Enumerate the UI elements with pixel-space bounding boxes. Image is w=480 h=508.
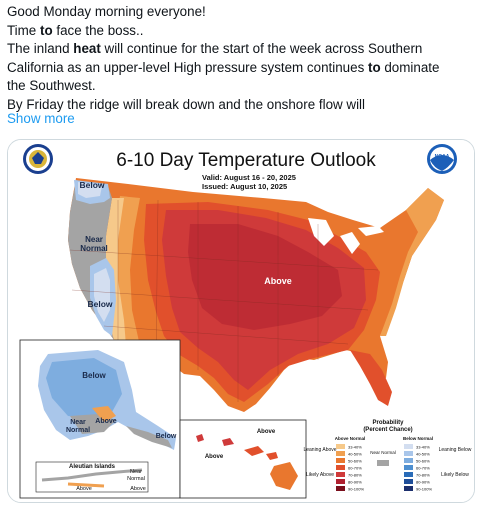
label-al-near-1: Near: [130, 469, 142, 475]
label-ak-below: Below: [82, 371, 106, 380]
text-line: Time to face the boss..: [7, 22, 473, 41]
legend-below-range: 90-100%: [416, 487, 432, 492]
legend-above-swatch: [336, 451, 345, 456]
legend-title-2: (Percent Chance): [363, 427, 412, 433]
text-bold: heat: [73, 41, 101, 56]
text-span: The inland: [7, 41, 74, 56]
legend-below-range: 50-60%: [416, 459, 430, 464]
text-bold: to: [367, 59, 381, 75]
legend-below-range: 40-50%: [416, 452, 430, 457]
text-span: California as an upper-level High pressu…: [7, 59, 368, 75]
label-above-south: Above: [288, 370, 316, 380]
text-line: California as an upper-level High pressu…: [7, 59, 473, 78]
label-al-above-2: Above: [130, 486, 146, 492]
text-line: Good Monday morning everyone!: [7, 4, 206, 19]
legend-above-header: Above Normal: [335, 436, 366, 441]
legend-below-swatch: [404, 479, 413, 484]
legend-leaning-above: Leaning Above: [303, 447, 336, 453]
legend-above-range: 70-80%: [348, 473, 362, 478]
label-above-center: Above: [264, 276, 292, 286]
legend-above-range: 90-100%: [348, 487, 364, 492]
alaska-inset: [19, 339, 181, 499]
legend-near-swatch: [377, 460, 389, 466]
label-near-normal-2: Normal: [80, 244, 108, 253]
label-below-nw: Below: [79, 180, 104, 190]
hawaii-inset: [179, 419, 307, 499]
legend-above-range: 50-60%: [348, 459, 362, 464]
text-line: the Southwest.: [7, 78, 96, 93]
legend-below-swatch: [404, 458, 413, 463]
noaa-commerce-seal-icon: [23, 144, 53, 174]
legend-below-header: Below Normal: [403, 436, 433, 441]
show-more-link[interactable]: Show more: [7, 111, 75, 126]
legend-below-range: 60-70%: [416, 466, 430, 471]
legend-below-swatch: [404, 486, 413, 491]
label-aleutian: Aleutian Islands: [69, 464, 116, 470]
map-title: 6-10 Day Temperature Outlook: [116, 150, 376, 171]
legend-likely-above: Likely Above: [306, 472, 334, 478]
legend-below-range: 70-80%: [416, 473, 430, 478]
outlook-map-svg: NOAA 6-10 Day Temperature Outlook Valid:…: [8, 140, 474, 502]
legend-above-swatch: [336, 465, 345, 470]
tweet-text: Good Monday morning everyone! Time to fa…: [7, 3, 473, 114]
label-ak-above: Above: [95, 418, 117, 425]
label-al-above-1: Above: [76, 486, 92, 492]
text-line: By Friday the ridge will break down and …: [7, 96, 366, 112]
legend-above-range: 80-90%: [348, 480, 362, 485]
label-below-ca: Below: [87, 299, 112, 309]
probability-legend: Probability (Percent Chance) Above Norma…: [303, 420, 471, 492]
legend-above-swatch: [336, 458, 345, 463]
legend-title-1: Probability: [372, 420, 404, 426]
legend-above-swatch: [336, 444, 345, 449]
svg-text:NOAA: NOAA: [435, 154, 450, 160]
label-near-normal-1: Near: [85, 235, 103, 244]
label-al-near-2: Normal: [127, 476, 145, 482]
text-span: dominate: [380, 59, 440, 75]
text-span: face the boss..: [52, 22, 144, 38]
legend-above-swatch: [336, 486, 345, 491]
issued-date: Issued: August 10, 2025: [202, 182, 287, 191]
legend-below-range: 33-40%: [416, 445, 430, 450]
legend-above-range: 33-40%: [348, 445, 362, 450]
legend-likely-below: Likely Below: [441, 472, 469, 478]
text-bold: to: [39, 22, 53, 38]
legend-above-range: 40-50%: [348, 452, 362, 457]
text-span: Time: [7, 22, 40, 38]
outlook-map-image[interactable]: NOAA 6-10 Day Temperature Outlook Valid:…: [7, 139, 475, 503]
label-hi-above-2: Above: [205, 454, 224, 460]
legend-above-swatch: [336, 472, 345, 477]
label-ak-near-2: Normal: [66, 427, 90, 434]
noaa-logo-icon: NOAA: [427, 144, 457, 174]
valid-date: Valid: August 16 - 20, 2025: [202, 173, 296, 182]
legend-below-swatch: [404, 472, 413, 477]
legend-below-swatch: [404, 444, 413, 449]
legend-above-range: 60-70%: [348, 466, 362, 471]
legend-below-swatch: [404, 465, 413, 470]
text-line: The inland heat will continue for the st…: [7, 40, 473, 59]
text-span: will continue for the start of the week …: [100, 41, 423, 56]
label-hi-above-1: Above: [257, 429, 276, 435]
legend-below-swatch: [404, 451, 413, 456]
legend-above-swatch: [336, 479, 345, 484]
legend-near-normal: Near Normal: [370, 450, 396, 455]
label-ak-below2: Below: [156, 433, 177, 440]
label-ak-near-1: Near: [70, 419, 86, 426]
legend-below-range: 80-90%: [416, 480, 430, 485]
legend-leaning-below: Leaning Below: [439, 447, 472, 453]
